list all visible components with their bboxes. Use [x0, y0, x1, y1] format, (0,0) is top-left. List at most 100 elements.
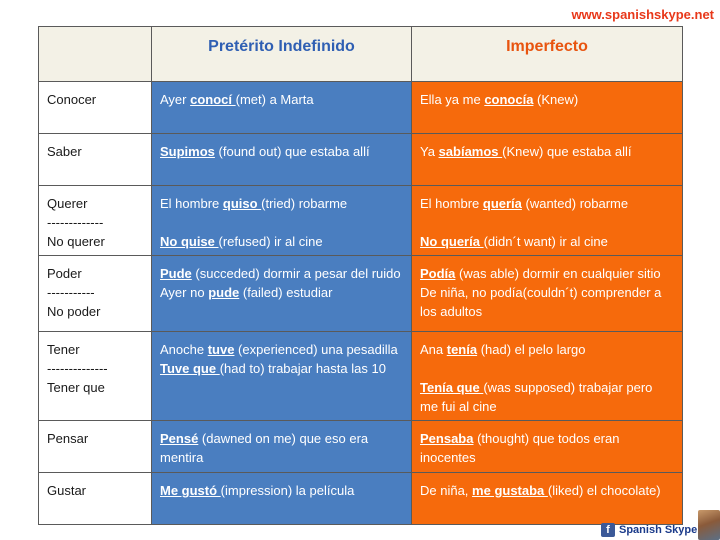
sentence-line: Pude (succeded) dormir a pesar del ruido [160, 264, 403, 283]
sentence-text: (dawned on me) que eso era mentira [160, 431, 369, 465]
sentence-line: Ana tenía (had) el pelo largo [420, 340, 674, 359]
verb-label: -------------- [47, 361, 108, 376]
sentence-text: Ayer no [160, 285, 209, 300]
preterito-example-cell: El hombre quiso (tried) robarme No quise … [151, 185, 412, 256]
verb-label: No poder [47, 304, 101, 319]
sentence-text: (had to) trabajar hasta las 10 [219, 361, 386, 376]
highlighted-verb-form: tuve [207, 342, 235, 357]
sentence-text: (refused) ir al cine [218, 234, 323, 249]
sentence-text: El hombre [420, 196, 483, 211]
highlighted-verb-form: Tuve que [160, 361, 220, 376]
imperfecto-example-cell: El hombre quería (wanted) robarme No quer… [411, 185, 683, 256]
avatar [698, 510, 720, 540]
verb-comparison-table: Pretérito Indefinido Imperfecto Conocer A… [38, 26, 683, 525]
header-verb [38, 26, 152, 82]
highlighted-verb-form: tenía [446, 342, 478, 357]
verb-cell: Gustar [38, 472, 152, 525]
sentence-line: El hombre quiso (tried) robarme [160, 194, 403, 213]
sentence-line: Pensé (dawned on me) que eso era mentira [160, 429, 403, 467]
preterito-example-cell: Ayer conocí (met) a Marta [151, 81, 412, 134]
preterito-example-cell: Supimos (found out) que estaba allí [151, 133, 412, 186]
sentence-text: (met) a Marta [235, 92, 314, 107]
sentence-text: (was able) dormir en cualquier sitio [455, 266, 661, 281]
verb-label: Saber [47, 144, 82, 159]
spanish-skype-brand[interactable]: f Spanish Skype [601, 521, 697, 538]
sentence-text: (was supposed) trabajar pero me fui al c… [420, 380, 653, 414]
sentence-text: (found out) que estaba allí [214, 144, 370, 159]
sentence-text: (Knew) [533, 92, 579, 107]
sentence-text: Ana [420, 342, 447, 357]
sentence-line: El hombre quería (wanted) robarme [420, 194, 674, 213]
sentence-line: Pensaba (thought) que todos eran inocent… [420, 429, 674, 467]
verb-cell: Conocer [38, 81, 152, 134]
highlighted-verb-form: Pensé [160, 431, 199, 446]
highlighted-verb-form: sabíamos [438, 144, 503, 159]
highlighted-verb-form: Pensaba [420, 431, 474, 446]
sentence-text: (tried) robarme [261, 196, 348, 211]
sentence-text: (experienced) una pesadilla [234, 342, 398, 357]
highlighted-verb-form: Tenía que [420, 380, 484, 395]
highlighted-verb-form: No quise [160, 234, 219, 249]
sentence-text: (thought) que todos eran inocentes [420, 431, 620, 465]
header-imperfecto: Imperfecto [411, 26, 683, 82]
verb-label: Tener que [47, 380, 105, 395]
preterito-example-cell: Pensé (dawned on me) que eso era mentira [151, 420, 412, 473]
header-preterito-indefinido: Pretérito Indefinido [151, 26, 412, 82]
brand-label: Spanish Skype [619, 523, 698, 536]
sentence-line: No quería (didn´t want) ir al cine [420, 232, 674, 251]
sentence-text: (failed) estudiar [239, 285, 333, 300]
sentence-line: Podía (was able) dormir en cualquier sit… [420, 264, 674, 283]
highlighted-verb-form: me gustaba [472, 483, 548, 498]
sentence-text: (Knew) que estaba allí [502, 144, 632, 159]
sentence-line: Ya sabíamos (Knew) que estaba allí [420, 142, 674, 161]
imperfecto-example-cell: Ya sabíamos (Knew) que estaba allí [411, 133, 683, 186]
blank-line [420, 213, 674, 232]
blank-line [420, 359, 674, 378]
highlighted-verb-form: quiso [222, 196, 262, 211]
sentence-text: Anoche [160, 342, 208, 357]
imperfecto-example-cell: Pensaba (thought) que todos eran inocent… [411, 420, 683, 473]
highlighted-verb-form: Me gustó [160, 483, 221, 498]
verb-label: No querer [47, 234, 105, 249]
table-row: Gustar Me gustó (impression) la película D… [38, 472, 683, 525]
sentence-text: (liked) el chocolate) [547, 483, 661, 498]
highlighted-verb-form: conocía [484, 92, 534, 107]
highlighted-verb-form: Supimos [160, 144, 215, 159]
sentence-line: De niña, no podía(couldn´t) comprender a… [420, 283, 674, 321]
sentence-line: Ella ya me conocía (Knew) [420, 90, 674, 109]
sentence-text: (succeded) dormir a pesar del ruido [191, 266, 401, 281]
highlighted-verb-form: quería [482, 196, 522, 211]
sentence-line: Ayer conocí (met) a Marta [160, 90, 403, 109]
verb-label: Pensar [47, 431, 89, 446]
verb-label: Conocer [47, 92, 97, 107]
table-row: Querer ------------- No querer El hombre qu… [38, 185, 683, 256]
site-url[interactable]: www.spanishskype.net [571, 7, 714, 22]
sentence-line: Me gustó (impression) la película [160, 481, 403, 500]
imperfecto-example-cell: Podía (was able) dormir en cualquier sit… [411, 255, 683, 332]
table-row: Tener -------------- Tener que Anoche tuve … [38, 331, 683, 421]
table-row: Conocer Ayer conocí (met) a Marta Ella ya … [38, 81, 683, 134]
highlighted-verb-form: conocí [190, 92, 236, 107]
sentence-line: Tenía que (was supposed) trabajar pero m… [420, 378, 674, 416]
sentence-line: Anoche tuve (experienced) una pesadilla [160, 340, 403, 359]
sentence-text: (impression) la película [220, 483, 355, 498]
verb-label: Tener [47, 342, 80, 357]
sentence-text: De niña, [420, 483, 473, 498]
imperfecto-example-cell: De niña, me gustaba (liked) el chocolate… [411, 472, 683, 525]
sentence-text: De niña, no podía(couldn´t) comprender a… [420, 285, 662, 319]
highlighted-verb-form: Pude [160, 266, 192, 281]
highlighted-verb-form: No quería [420, 234, 484, 249]
sentence-line: Supimos (found out) que estaba allí [160, 142, 403, 161]
sentence-text: (wanted) robarme [521, 196, 629, 211]
preterito-example-cell: Me gustó (impression) la película [151, 472, 412, 525]
verb-label: Poder [47, 266, 82, 281]
blank-line [160, 213, 403, 232]
verb-cell: Poder ----------- No poder [38, 255, 152, 332]
sentence-text: El hombre [160, 196, 223, 211]
sentence-text: Ella ya me [420, 92, 485, 107]
table-row: Poder ----------- No poder Pude (succeded) … [38, 255, 683, 332]
sentence-text: (didn´t want) ir al cine [483, 234, 608, 249]
imperfecto-example-cell: Ella ya me conocía (Knew) [411, 81, 683, 134]
sentence-line: Ayer no pude (failed) estudiar [160, 283, 403, 302]
sentence-line: Tuve que (had to) trabajar hasta las 10 [160, 359, 403, 378]
